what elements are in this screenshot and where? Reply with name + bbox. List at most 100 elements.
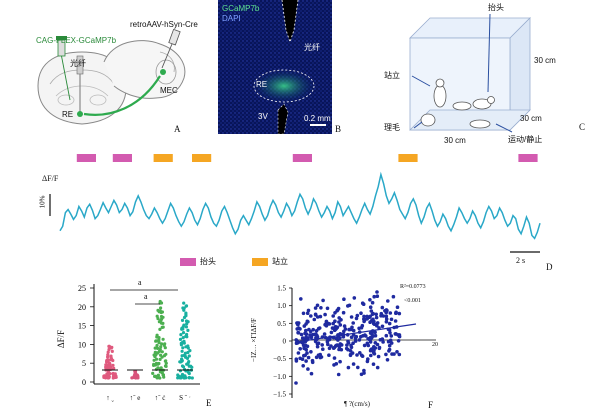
- f-dot-283: [397, 311, 402, 316]
- e-ytick-label-2: 15: [78, 322, 86, 331]
- f-dot-224: [334, 336, 339, 341]
- panel-a-letter: A: [174, 124, 181, 134]
- f-dot-277: [323, 322, 327, 327]
- f-dot-278: [359, 311, 363, 315]
- f-dot-230: [377, 345, 382, 350]
- e-dot-3-46: [190, 376, 194, 380]
- f-dot-240: [327, 353, 331, 357]
- f-dot-269: [392, 352, 396, 356]
- e-dot-2-87: [154, 339, 158, 343]
- f-dot-157: [391, 294, 396, 299]
- f-dot-200: [375, 321, 380, 325]
- f-dot-276: [339, 318, 343, 322]
- e-dot-3-88: [182, 353, 186, 357]
- f-dot-66: [397, 334, 402, 339]
- f-dot-290: [368, 305, 373, 309]
- f-dot-332: [384, 320, 389, 324]
- e-xtick-label-2: ↑ˉ ċ: [155, 394, 166, 402]
- f-dot-50: [342, 324, 347, 328]
- e-dot-0-69: [111, 376, 115, 380]
- f-dot-92: [362, 368, 366, 373]
- b-fiber-label: 光纤: [304, 43, 320, 52]
- legend-stand-label: 站立: [272, 257, 288, 266]
- f-dot-128: [298, 347, 302, 351]
- e-dot-2-40: [160, 310, 164, 314]
- e-dot-0-59: [106, 350, 110, 354]
- f-dot-22: [377, 326, 381, 330]
- e-dot-3-86: [187, 375, 191, 380]
- e-dot-0-66: [105, 360, 109, 364]
- f-dot-315: [371, 350, 376, 355]
- e-dot-2-57: [158, 347, 162, 351]
- e-dot-0-60: [104, 365, 108, 369]
- c-rear-label: 抬头: [488, 3, 504, 12]
- f-dot-192: [374, 312, 378, 317]
- e-ytick-label-4: 5: [82, 359, 86, 368]
- f-dot-187: [326, 342, 330, 347]
- d-scale-x: 2 s: [516, 256, 526, 265]
- f-dot-79: [372, 294, 376, 299]
- f-dot-333: [336, 308, 340, 312]
- f-ytick-label-0: 1.5: [277, 285, 286, 293]
- legend-dapi: DAPI: [222, 14, 241, 23]
- legend-gcamp: GCaMP7b: [222, 4, 260, 13]
- f-dot-310: [313, 312, 318, 317]
- f-dot-217: [352, 296, 357, 300]
- e-dot-3-85: [184, 334, 188, 338]
- scatter-plot: 1.5 1.0 0.5 0 −0.5 −1.0 −1.5: [273, 285, 436, 399]
- event-stand-3: [192, 154, 212, 162]
- e-dot-2-49: [159, 321, 164, 325]
- f-dot-325: [378, 338, 383, 342]
- e-dot-3-83: [185, 322, 189, 326]
- e-dot-2-67: [164, 361, 168, 365]
- c-depth-label: 30 cm: [520, 114, 542, 123]
- e-dot-1-15: [133, 369, 137, 373]
- event-rear-1: [112, 154, 132, 162]
- e-dot-2-89: [164, 364, 168, 368]
- panel-e: 25 20 15 10 5 0 ↑ ˬ ↑ˉ e ↑ˉ ċ S ˉ ˑ a a ΔF/F E: [40, 278, 220, 414]
- f-dot-137: [323, 312, 327, 317]
- f-dot-265: [380, 305, 385, 310]
- e-dot-2-47: [153, 363, 157, 367]
- f-dot-52: [384, 333, 389, 338]
- f-dot-239: [357, 326, 361, 331]
- event-stand-2: [153, 154, 173, 162]
- f-dot-285: [388, 331, 392, 335]
- f-dot-169: [369, 309, 374, 313]
- f-dot-297: [371, 362, 376, 366]
- e-dot-0-51: [107, 347, 111, 352]
- f-dot-164: [302, 353, 306, 358]
- f-dot-136: [388, 311, 393, 315]
- f-dot-253: [294, 338, 298, 342]
- panel-f: 1.5 1.0 0.5 0 −0.5 −1.0 −1.5 R²=0.0773 <0.001 …: [250, 278, 456, 414]
- f-dot-125: [325, 306, 330, 311]
- e-dot-2-74: [160, 342, 164, 346]
- f-dot-197: [322, 332, 327, 336]
- e-dot-2-77: [152, 353, 156, 357]
- f-dot-235: [394, 311, 398, 315]
- e-dot-2-81: [159, 301, 164, 305]
- f-ytick-label-2: 0.5: [277, 320, 286, 328]
- f-dot-318: [316, 326, 321, 331]
- violin-dot-plot: 25 20 15 10 5 0 ↑ ˬ ↑ˉ e ↑ˉ ċ S ˉ ˑ: [78, 284, 200, 402]
- f-dot-185: [368, 348, 373, 353]
- f-dot-248: [304, 343, 308, 348]
- e-dot-3-37: [184, 311, 188, 315]
- fiber-photometry-trace: [49, 154, 541, 266]
- f-dot-320: [395, 305, 400, 309]
- e-dot-3-84: [184, 319, 189, 323]
- e-dot-3-53: [186, 328, 190, 332]
- f-dot-284: [366, 357, 370, 361]
- e-dot-3-79: [181, 327, 185, 331]
- e-dot-3-22: [184, 325, 188, 329]
- syringe-left-icon: [56, 36, 71, 101]
- legend-rear-label: 抬头: [200, 257, 216, 266]
- f-dot-211: [331, 321, 335, 326]
- f-dot-231: [315, 303, 320, 308]
- f-dot-122: [296, 330, 300, 335]
- f-dot-195: [338, 336, 342, 340]
- f-ytick-label-1: 1.0: [277, 302, 286, 310]
- f-dot-242: [379, 314, 383, 318]
- e-dot-1-12: [133, 372, 137, 376]
- f-dot-44: [397, 352, 402, 357]
